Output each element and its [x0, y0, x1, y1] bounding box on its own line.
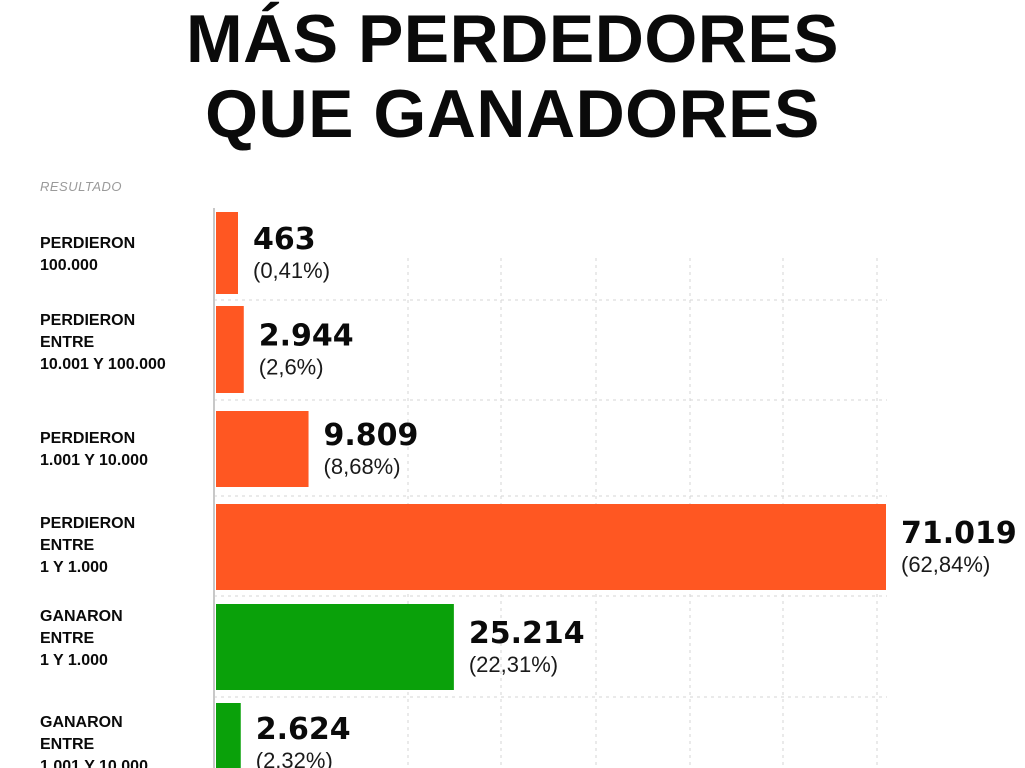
percent-label: (0,41%) [253, 258, 330, 283]
category-label: PERDIERON [40, 235, 135, 252]
category-label: 10.001 Y 100.000 [40, 356, 166, 373]
chart-title: MÁS PERDEDORES QUE GANADORES [0, 0, 1025, 152]
bar [216, 306, 244, 393]
bar [216, 212, 238, 294]
value-label: 25.214 [469, 616, 585, 651]
percent-label: (2,32%) [256, 748, 333, 768]
value-label: 463 [253, 222, 316, 257]
category-label: 1.001 Y 10.000 [40, 758, 148, 768]
category-label: ENTRE [40, 630, 95, 647]
axis-label: RESULTADO [40, 179, 123, 194]
category-label: PERDIERON [40, 430, 135, 447]
category-label: 1.001 Y 10.000 [40, 452, 148, 469]
title-line-2: QUE GANADORES [205, 76, 820, 152]
category-label: GANARON [40, 714, 123, 731]
percent-label: (8,68%) [324, 454, 401, 479]
percent-label: (22,31%) [469, 652, 558, 677]
bar [216, 411, 309, 487]
category-label: 1 Y 1.000 [40, 559, 108, 576]
category-label: GANARON [40, 608, 123, 625]
bar [216, 703, 241, 768]
percent-label: (2,6%) [259, 355, 324, 380]
bar [216, 604, 454, 690]
category-label: PERDIERON [40, 312, 135, 329]
category-label: 100.000 [40, 257, 98, 274]
value-label: 9.809 [324, 418, 419, 453]
title-line-1: MÁS PERDEDORES [185, 1, 840, 77]
category-label: PERDIERON [40, 515, 135, 532]
percent-label: (62,84%) [901, 552, 990, 577]
category-label: ENTRE [40, 334, 95, 351]
value-label: 2.624 [256, 712, 351, 747]
bar [216, 504, 886, 590]
category-label: 1 Y 1.000 [40, 652, 108, 669]
value-label: 2.944 [259, 319, 354, 354]
category-label: ENTRE [40, 537, 95, 554]
category-label: ENTRE [40, 736, 95, 753]
value-label: 71.019 [901, 516, 1017, 551]
